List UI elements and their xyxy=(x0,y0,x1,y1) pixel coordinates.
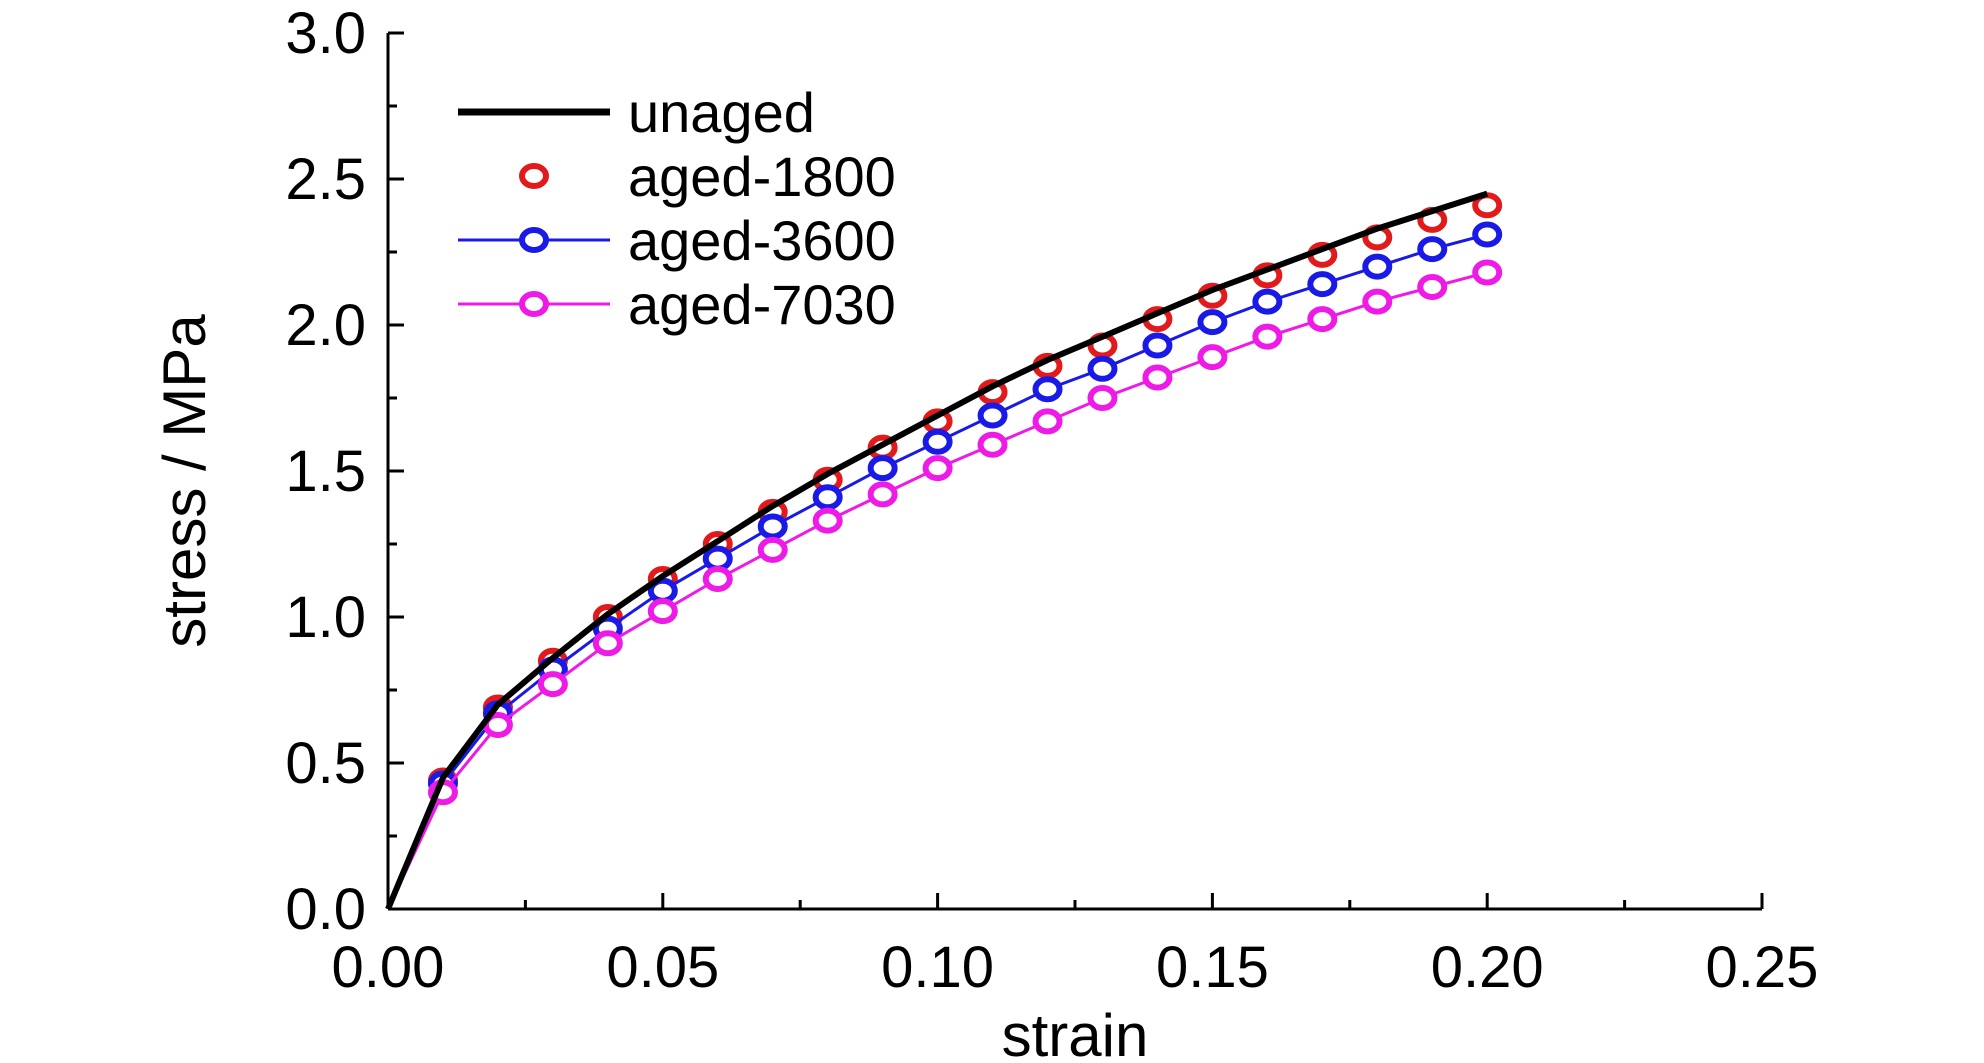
legend-label: aged-3600 xyxy=(628,209,896,272)
x-axis-title: strain xyxy=(1002,1002,1149,1063)
data-point-aged-3600 xyxy=(757,513,788,540)
x-tick-label: 0.20 xyxy=(1431,935,1544,1000)
data-point-aged-3600 xyxy=(1142,332,1173,359)
data-point-aged-7030 xyxy=(537,671,568,698)
data-point-aged-3600 xyxy=(1032,376,1063,403)
data-point-aged-7030 xyxy=(1362,288,1393,315)
legend-swatch-marker xyxy=(519,227,549,253)
y-tick-label: 2.5 xyxy=(285,147,366,212)
x-tick-label: 0.05 xyxy=(606,935,719,1000)
data-point-aged-7030 xyxy=(1032,408,1063,435)
legend-item-aged-3600: aged-3600 xyxy=(458,209,896,272)
y-axis-title: stress / MPa xyxy=(151,314,218,648)
data-point-aged-3600 xyxy=(1087,355,1118,382)
data-point-aged-7030 xyxy=(757,536,788,563)
data-point-aged-3600 xyxy=(1252,288,1283,315)
data-point-aged-7030 xyxy=(922,455,953,482)
x-tick-label: 0.15 xyxy=(1156,935,1269,1000)
data-point-aged-3600 xyxy=(1197,309,1228,336)
data-point-aged-7030 xyxy=(1142,364,1173,391)
legend-item-aged-7030: aged-7030 xyxy=(458,273,896,336)
y-tick-label: 1.5 xyxy=(285,439,366,504)
data-point-aged-7030 xyxy=(1307,306,1338,333)
data-point-aged-7030 xyxy=(592,630,623,657)
data-point-aged-3600 xyxy=(1362,253,1393,280)
legend-label: unaged xyxy=(628,81,815,144)
y-tick-label: 0.5 xyxy=(285,731,366,796)
y-tick-label: 0.0 xyxy=(285,877,366,942)
series-layer xyxy=(385,190,1503,911)
legend-label: aged-1800 xyxy=(628,145,896,208)
data-point-aged-3600 xyxy=(1417,236,1448,263)
data-point-aged-7030 xyxy=(1087,385,1118,411)
x-tick-label: 0.25 xyxy=(1706,935,1819,1000)
data-point-aged-7030 xyxy=(702,566,733,593)
data-point-aged-7030 xyxy=(977,431,1008,458)
series-line-aged-3600 xyxy=(386,233,1488,910)
y-tick-label: 2.0 xyxy=(285,293,366,358)
x-tick-label: 0.10 xyxy=(881,935,994,1000)
data-point-aged-7030 xyxy=(1252,323,1283,350)
data-point-aged-7030 xyxy=(647,598,678,625)
series-unaged xyxy=(385,190,1489,911)
y-tick-label: 3.0 xyxy=(285,1,366,66)
axes xyxy=(386,33,1762,911)
data-point-aged-3600 xyxy=(1472,221,1503,248)
legend-item-aged-1800: aged-1800 xyxy=(519,145,896,208)
data-point-aged-3600 xyxy=(812,484,843,511)
ticks: 0.00 0.05 0.10 0.15 0.20 0.25 0.0 0.5 1.0 1.5 2.0 2… xyxy=(285,1,1818,1000)
y-tick-label: 1.0 xyxy=(285,585,366,650)
data-point-aged-7030 xyxy=(1197,344,1228,371)
data-point-aged-3600 xyxy=(977,402,1008,429)
series-aged-1800 xyxy=(427,192,1503,794)
data-point-aged-7030 xyxy=(1417,274,1448,301)
data-point-aged-7030 xyxy=(812,507,843,534)
data-point-aged-3600 xyxy=(922,428,953,455)
data-point-aged-3600 xyxy=(867,455,898,482)
legend-label: aged-7030 xyxy=(628,273,896,336)
data-point-aged-3600 xyxy=(702,545,733,572)
series-aged-3600 xyxy=(386,221,1503,910)
data-point-aged-7030 xyxy=(867,481,898,508)
x-tick-label: 0.00 xyxy=(332,935,445,1000)
legend-swatch-marker xyxy=(519,291,549,317)
legend-item-unaged: unaged xyxy=(458,81,815,144)
series-line-aged-7030 xyxy=(386,270,1488,910)
legend-swatch-marker xyxy=(519,163,549,189)
series-line-unaged xyxy=(385,190,1489,911)
series-aged-7030 xyxy=(386,259,1503,910)
data-point-aged-7030 xyxy=(1472,259,1503,286)
data-point-aged-3600 xyxy=(1307,271,1338,298)
